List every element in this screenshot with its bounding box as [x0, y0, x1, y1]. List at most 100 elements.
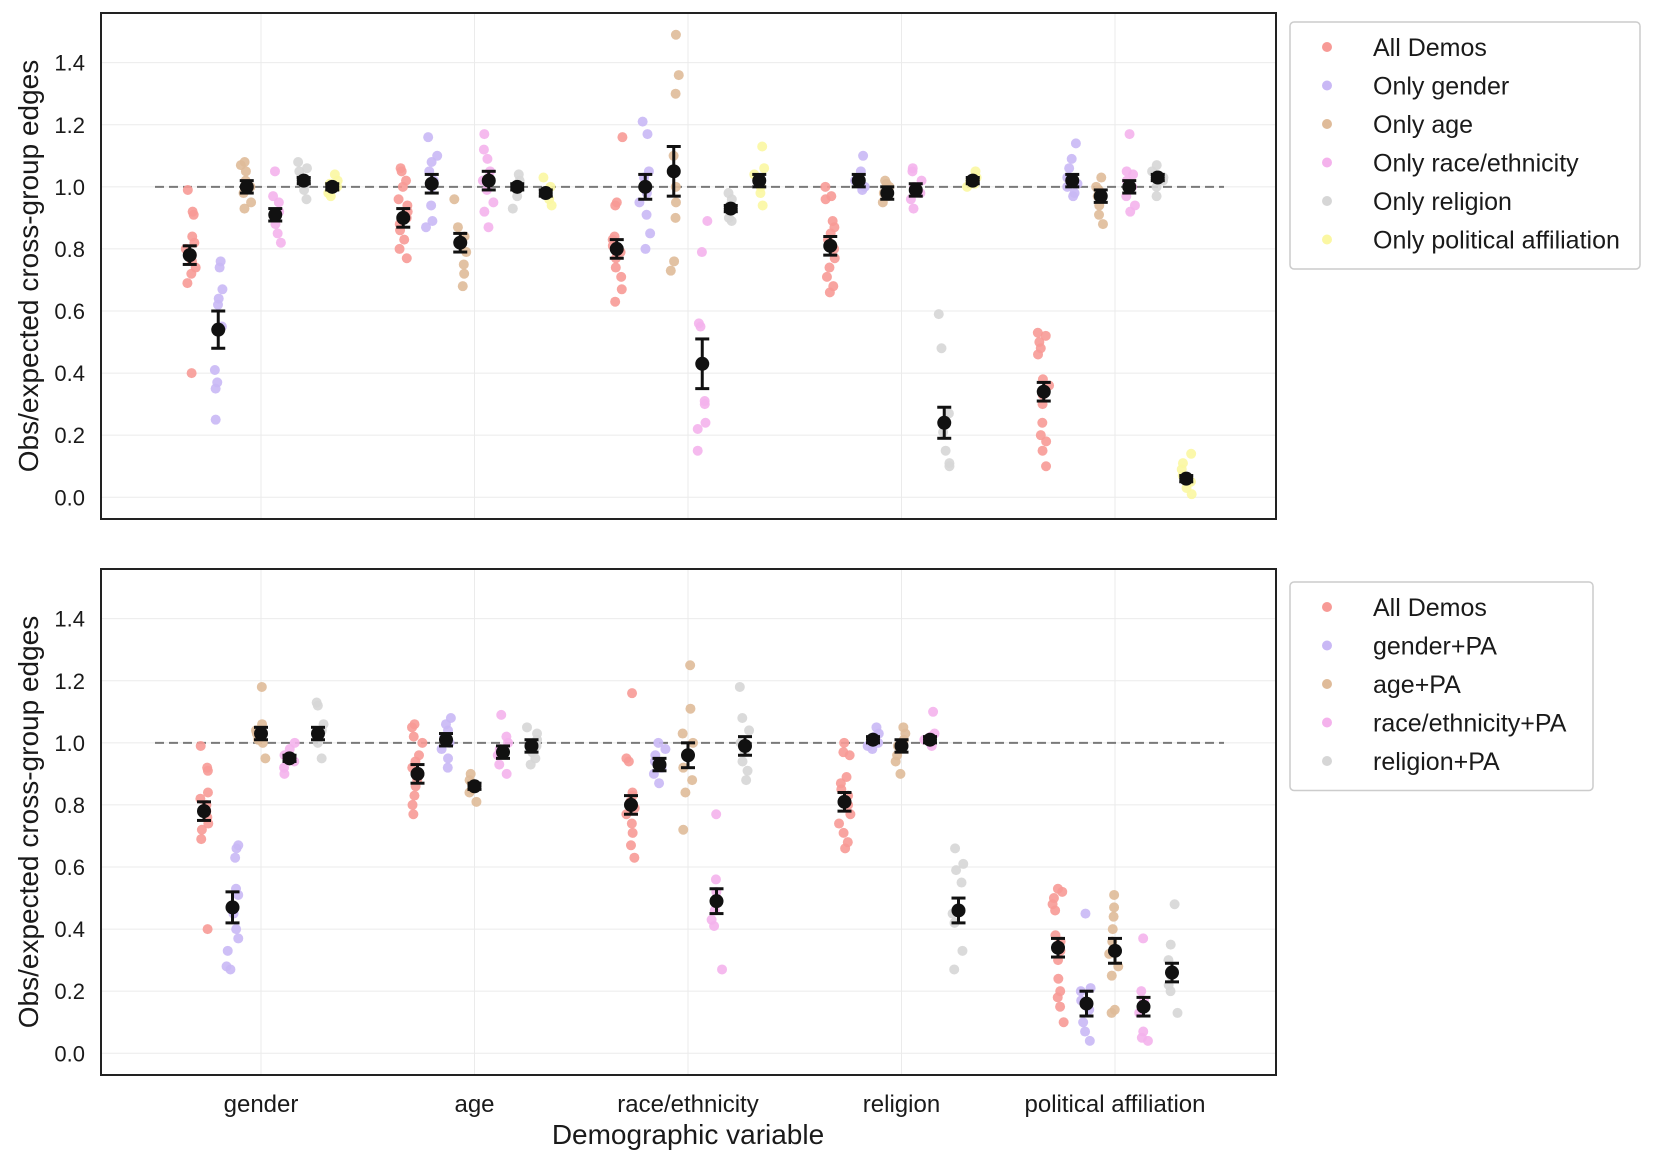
data-point [642, 129, 653, 140]
data-point [839, 737, 850, 748]
legend-label: Only race/ethnicity [1373, 150, 1579, 178]
data-point [670, 29, 681, 40]
data-point [479, 206, 490, 217]
plot-frame [100, 568, 1277, 1076]
data-point [521, 722, 532, 733]
series-2 [209, 116, 1083, 425]
data-point [685, 660, 696, 671]
mean-marker [225, 900, 240, 915]
series-3 [235, 29, 1108, 292]
data-point [610, 296, 621, 307]
data-point [279, 762, 290, 773]
data-point [737, 713, 748, 724]
data-point [742, 765, 753, 776]
data-point [616, 284, 627, 295]
mean-marker [1122, 179, 1137, 194]
data-point [426, 200, 437, 211]
data-point [423, 132, 434, 143]
data-point [821, 271, 832, 282]
mean-marker [1136, 999, 1151, 1014]
data-point [401, 175, 412, 186]
data-point [1084, 1035, 1095, 1046]
mean-marker [908, 182, 923, 197]
mean-marker [424, 176, 439, 191]
data-point [465, 768, 476, 779]
data-point [507, 203, 518, 214]
data-point [182, 278, 193, 289]
mean-marker [282, 751, 297, 766]
data-point [443, 753, 454, 764]
data-point [741, 775, 752, 786]
data-point [394, 243, 405, 254]
data-point [616, 271, 627, 282]
mean-marker [723, 201, 738, 216]
data-point [1096, 172, 1107, 183]
data-point [202, 787, 213, 798]
data-point [202, 762, 213, 773]
data-point [538, 172, 549, 183]
data-point [393, 194, 404, 205]
data-point [501, 768, 512, 779]
data-point [222, 945, 233, 956]
mean-marker [681, 748, 695, 763]
y-tick-label: 1.2 [54, 669, 85, 694]
series-1 [195, 688, 1069, 1028]
mean-marker [481, 173, 496, 188]
data-point [723, 188, 734, 199]
legend-marker [1322, 640, 1332, 651]
data-point [617, 132, 628, 143]
mean-marker [866, 732, 880, 747]
data-point [488, 197, 499, 208]
data-point [210, 414, 221, 425]
data-point [744, 725, 755, 736]
mean-marker [1179, 471, 1194, 486]
data-point [186, 368, 197, 379]
data-point [239, 203, 250, 214]
data-point [212, 377, 223, 388]
data-point [933, 309, 944, 320]
data-point [196, 824, 207, 835]
y-tick-label: 1.4 [54, 51, 85, 76]
data-point [260, 753, 271, 764]
mean-marker [211, 322, 226, 337]
data-point [532, 728, 543, 739]
series-5 [311, 681, 1183, 1018]
data-point [706, 914, 717, 925]
data-point [256, 681, 267, 692]
data-point [230, 852, 241, 863]
data-point [1165, 939, 1176, 950]
data-point [432, 150, 443, 161]
data-point [408, 809, 419, 820]
data-point [202, 924, 213, 935]
data-point [1172, 1007, 1183, 1018]
mean-marker [439, 732, 453, 747]
data-point [289, 737, 300, 748]
x-tick-label: age [454, 1091, 494, 1118]
data-point [1151, 191, 1162, 202]
mean-marker [894, 738, 909, 753]
legend-marker [1322, 679, 1332, 689]
data-point [895, 768, 906, 779]
data-point [757, 141, 768, 152]
mean-marker [325, 179, 340, 194]
data-point [395, 163, 406, 174]
mean-marker [524, 738, 539, 753]
data-point [645, 228, 656, 239]
data-point [316, 753, 327, 764]
series-6 [323, 141, 1197, 500]
data-point [687, 775, 698, 786]
mean-marker [1036, 384, 1051, 399]
y-tick-label: 0.0 [54, 1041, 85, 1066]
legend-box [1289, 581, 1594, 792]
legend-top: All Demos Only gender Only age Only race/et… [1289, 21, 1641, 270]
data-point [471, 796, 482, 807]
data-point [215, 256, 226, 267]
data-point [898, 722, 909, 733]
data-point [1069, 188, 1080, 199]
data-point [949, 964, 960, 975]
data-point [950, 843, 961, 854]
mean-marker [609, 241, 624, 256]
legend-bottom: All Demos gender+PA age+PA race/ethnicity+P… [1289, 581, 1594, 792]
mean-marker [923, 732, 937, 747]
